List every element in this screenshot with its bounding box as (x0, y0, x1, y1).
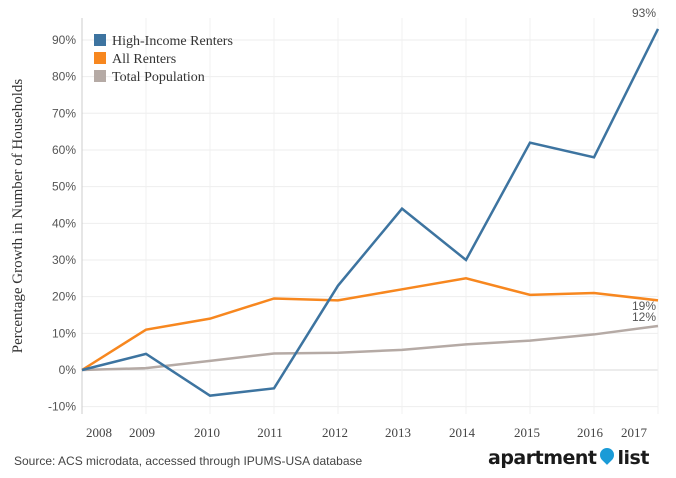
y-tick-label: -10% (48, 400, 76, 414)
x-tick-label: 2010 (194, 425, 220, 440)
x-tick-label: 2012 (322, 425, 348, 440)
y-tick-label: 80% (52, 70, 76, 84)
y-tick-label: 10% (52, 326, 76, 340)
series-line-all-renters (81, 277, 659, 372)
y-tick-label: 40% (52, 216, 76, 230)
legend-swatch (94, 52, 106, 64)
x-tick-label: 2009 (129, 425, 155, 440)
line-chart: -10% 0% 10% 20% 30% 40% 50% 60% 70% 80% 90% 2008 200… (10, 6, 660, 440)
y-tick-label: 70% (52, 106, 76, 120)
end-value-label: 19% (632, 299, 656, 313)
legend-swatch (94, 34, 106, 46)
x-tick-label: 2013 (385, 425, 411, 440)
y-tick-label: 20% (52, 290, 76, 304)
end-value-label: 12% (632, 310, 656, 324)
legend-label: Total Population (112, 70, 205, 85)
y-axis-title: Percentage Growth in Number of Household… (10, 79, 26, 354)
legend-swatch (94, 70, 106, 82)
map-pin-icon (596, 445, 617, 465)
x-tick-label: 2008 (86, 425, 112, 440)
legend-label: All Renters (112, 52, 176, 67)
x-tick-label: 2017 (621, 425, 648, 440)
series-line-total-population (81, 324, 659, 372)
y-tick-label: 0% (59, 363, 77, 377)
apartment-list-logo: apartment list (488, 445, 649, 469)
x-tick-label: 2014 (449, 425, 476, 440)
end-value-label: 93% (632, 6, 656, 20)
source-note: Source: ACS microdata, accessed through … (14, 454, 363, 468)
y-tick-label: 60% (52, 143, 76, 157)
y-tick-label: 30% (52, 253, 76, 267)
x-tick-label: 2015 (514, 425, 540, 440)
x-tick-label: 2016 (577, 425, 604, 440)
y-tick-label: 90% (52, 33, 76, 47)
legend-label: High-Income Renters (112, 34, 233, 49)
series-line-high-income-renters (81, 28, 660, 397)
x-tick-label: 2011 (257, 425, 283, 440)
y-tick-label: 50% (52, 180, 76, 194)
